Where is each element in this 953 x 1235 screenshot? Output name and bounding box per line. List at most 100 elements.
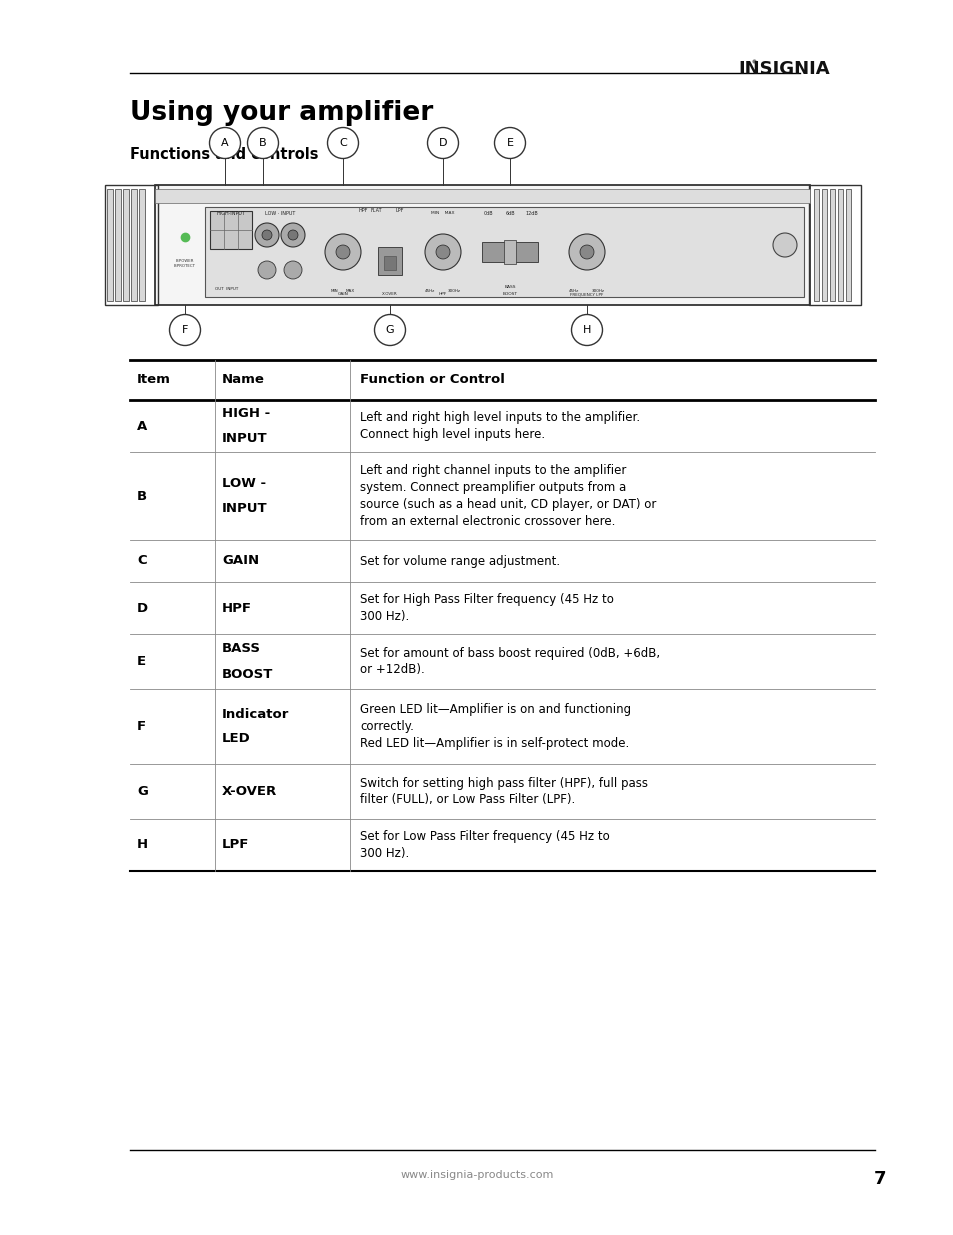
Circle shape (427, 127, 458, 158)
Text: Switch for setting high pass filter (HPF), full pass: Switch for setting high pass filter (HPF… (359, 777, 647, 789)
Text: Set for amount of bass boost required (0dB, +6dB,: Set for amount of bass boost required (0… (359, 646, 659, 659)
Circle shape (571, 315, 602, 346)
Text: Connect high level inputs here.: Connect high level inputs here. (359, 429, 544, 441)
Circle shape (288, 230, 297, 240)
Text: HPF: HPF (438, 291, 447, 296)
Bar (139, 189, 144, 301)
Text: LPF: LPF (222, 839, 249, 851)
Text: Left and right high level inputs to the amplifier.: Left and right high level inputs to the … (359, 411, 639, 424)
Text: 300 Hz).: 300 Hz). (359, 847, 409, 860)
Circle shape (257, 261, 275, 279)
Text: Function or Control: Function or Control (359, 373, 504, 387)
Circle shape (254, 224, 278, 247)
Text: 0dB: 0dB (482, 211, 493, 216)
Text: Using your amplifier: Using your amplifier (130, 100, 433, 126)
Text: A: A (221, 138, 229, 148)
Circle shape (170, 315, 200, 346)
Text: BASS: BASS (222, 642, 261, 656)
Bar (808, 185, 861, 305)
Text: C: C (137, 555, 147, 568)
Text: MIN: MIN (331, 289, 338, 293)
Circle shape (375, 315, 405, 346)
Text: Set for High Pass Filter frequency (45 Hz to: Set for High Pass Filter frequency (45 H… (359, 593, 613, 606)
Text: MIN    MAX: MIN MAX (431, 211, 455, 215)
Bar (481, 242, 537, 262)
Text: LOW · INPUT: LOW · INPUT (265, 211, 294, 216)
Text: filter (FULL), or Low Pass Filter (LPF).: filter (FULL), or Low Pass Filter (LPF). (359, 794, 575, 806)
Text: Red LED lit—Amplifier is in self-protect mode.: Red LED lit—Amplifier is in self-protect… (359, 737, 629, 750)
Bar (205, 207, 803, 296)
Text: B: B (259, 138, 267, 148)
Text: MAX: MAX (345, 289, 355, 293)
Text: www.insignia-products.com: www.insignia-products.com (400, 1170, 553, 1179)
Text: BASS: BASS (504, 285, 516, 289)
Text: Functions and controls: Functions and controls (130, 147, 318, 162)
Text: D: D (137, 601, 148, 615)
Text: F: F (137, 720, 146, 734)
Bar (107, 189, 112, 301)
Text: HIGH -: HIGH - (222, 408, 270, 420)
Circle shape (284, 261, 302, 279)
Circle shape (262, 230, 272, 240)
Bar (154, 189, 809, 203)
Bar (377, 247, 401, 275)
Text: A: A (137, 420, 147, 432)
Text: FLAT: FLAT (370, 207, 381, 212)
Text: 6dB: 6dB (505, 211, 515, 216)
Circle shape (327, 127, 358, 158)
Text: Item: Item (137, 373, 171, 387)
Circle shape (436, 245, 450, 259)
Circle shape (494, 127, 525, 158)
Text: LED: LED (222, 732, 251, 746)
Text: BOOST: BOOST (502, 291, 517, 296)
Bar (829, 189, 835, 301)
Text: system. Connect preamplifier outputs from a: system. Connect preamplifier outputs fro… (359, 480, 625, 494)
Bar (384, 256, 395, 270)
Bar (131, 189, 136, 301)
Text: Left and right channel inputs to the amplifier: Left and right channel inputs to the amp… (359, 464, 626, 477)
Text: LPF: LPF (395, 207, 404, 212)
Text: C: C (338, 138, 347, 148)
Circle shape (424, 233, 460, 270)
Text: 300Hz: 300Hz (592, 289, 604, 293)
Text: 300Hz: 300Hz (448, 289, 460, 293)
Text: GAIN: GAIN (337, 291, 348, 296)
Text: Name: Name (222, 373, 265, 387)
Bar (105, 185, 158, 305)
Text: BOOST: BOOST (222, 667, 274, 680)
Text: H: H (137, 839, 148, 851)
Circle shape (247, 127, 278, 158)
Text: source (such as a head unit, CD player, or DAT) or: source (such as a head unit, CD player, … (359, 498, 656, 511)
Text: 45Hz: 45Hz (424, 289, 435, 293)
Text: H: H (582, 325, 591, 335)
Text: F: F (182, 325, 188, 335)
Bar (837, 189, 842, 301)
Text: FREQUENCY LPF: FREQUENCY LPF (570, 291, 603, 296)
Circle shape (568, 233, 604, 270)
Text: G: G (385, 325, 394, 335)
Text: INPUT: INPUT (222, 501, 268, 515)
Text: E: E (506, 138, 513, 148)
Text: 12dB: 12dB (525, 211, 537, 216)
Circle shape (579, 245, 594, 259)
Text: HIGH·INPUT: HIGH·INPUT (216, 211, 245, 216)
Circle shape (335, 245, 350, 259)
Text: B: B (137, 489, 147, 503)
Text: Green LED lit—Amplifier is on and functioning: Green LED lit—Amplifier is on and functi… (359, 703, 631, 716)
Text: E: E (137, 655, 146, 668)
Bar (813, 189, 819, 301)
Bar (503, 240, 516, 264)
Text: B·POWER
B·PROTECT: B·POWER B·PROTECT (173, 259, 195, 268)
Text: GAIN: GAIN (222, 555, 259, 568)
Bar (821, 189, 826, 301)
Text: from an external electronic crossover here.: from an external electronic crossover he… (359, 515, 615, 529)
Text: D: D (438, 138, 447, 148)
Text: 45Hz: 45Hz (568, 289, 578, 293)
Text: G: G (137, 785, 148, 798)
Circle shape (210, 127, 240, 158)
Bar (210, 211, 252, 249)
Text: correctly.: correctly. (359, 720, 414, 734)
Text: LOW -: LOW - (222, 477, 266, 490)
Bar (845, 189, 851, 301)
Circle shape (325, 233, 360, 270)
